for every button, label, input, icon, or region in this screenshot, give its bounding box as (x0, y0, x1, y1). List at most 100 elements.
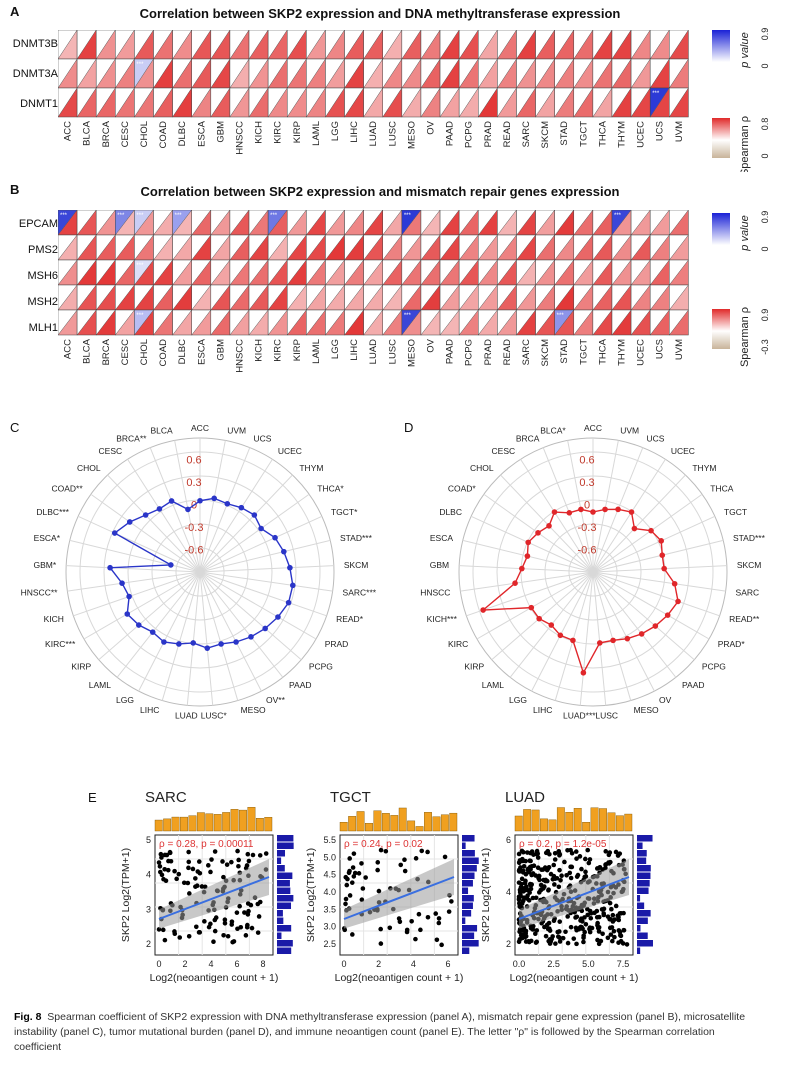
scatter-point (546, 888, 551, 893)
cell-significance: *** (499, 62, 507, 68)
scatter-point (595, 937, 600, 943)
cell-significance: *** (614, 91, 622, 97)
cell-significance: *** (576, 313, 584, 319)
cell-significance: *** (538, 288, 546, 294)
top-histogram-bar (432, 816, 441, 832)
scatter-point (596, 925, 602, 930)
scatter-point (250, 852, 256, 858)
x-tick-label: TGCT (578, 121, 589, 147)
scatter-point (212, 917, 218, 923)
x-tick-label: PCPG (464, 121, 475, 148)
cell-diagonal (458, 284, 479, 311)
cell-significance: *** (232, 33, 240, 39)
cell-significance: *** (480, 62, 488, 68)
x-tick-label: LUSC (387, 339, 398, 364)
panel-b-letter: B (10, 182, 20, 197)
cell-significance: *** (60, 263, 68, 269)
cell-significance: *** (308, 91, 316, 97)
radar-spoke (199, 571, 214, 706)
radar-point (557, 632, 564, 639)
radar-spoke (592, 571, 695, 661)
cell-significance: *** (270, 263, 278, 269)
radar-category-label: ESCA* (34, 533, 61, 543)
scatter-point (529, 849, 535, 854)
scatter-point (263, 851, 269, 856)
cell-significance: *** (652, 91, 660, 97)
scatter-point (621, 927, 627, 933)
cell-significance: *** (136, 213, 144, 219)
scatter-point (530, 895, 536, 901)
cell-diagonal (363, 87, 383, 118)
cell-spearman (58, 88, 78, 117)
radar-point (142, 512, 149, 518)
x-tick-label: DLBC (177, 121, 188, 146)
cell-significance: *** (499, 213, 507, 219)
scatter-point (190, 866, 196, 872)
scatter-point (624, 942, 630, 947)
right-histogram-bar (637, 880, 650, 887)
scatter-point (605, 935, 611, 941)
scatter-point (533, 940, 539, 945)
cell-significance: *** (385, 288, 393, 294)
radar-point (285, 599, 292, 606)
radar-category-label: PAAD (289, 680, 312, 690)
cell-diagonal (76, 58, 97, 89)
right-histogram-bar (277, 857, 282, 864)
cell-diagonal (439, 87, 460, 118)
scatter-point (378, 926, 383, 932)
radar-spoke (592, 571, 677, 678)
radar-category-label: READ** (729, 614, 760, 624)
cell-diagonal (592, 234, 613, 261)
scatter-point (363, 875, 368, 880)
cell-diagonal (153, 210, 173, 236)
scatter-point (592, 910, 597, 916)
x-tick-label: UCS (655, 339, 666, 359)
radar-spoke (199, 493, 310, 573)
cell-significance: *** (480, 33, 488, 39)
cell-significance: *** (366, 62, 374, 68)
scatter-point (212, 849, 218, 854)
cell-diagonal (573, 58, 594, 89)
cell-diagonal (611, 210, 632, 236)
y-tick-label: 5.0 (323, 852, 336, 862)
cell-diagonal (58, 210, 78, 236)
cell-diagonal (649, 309, 670, 336)
cell-diagonal (554, 309, 574, 336)
cell-diagonal (229, 259, 250, 286)
scatter-point (186, 849, 191, 855)
scatter-point (543, 850, 549, 856)
scatter-point (449, 899, 454, 904)
radar-category-label: UVM (620, 426, 639, 436)
y-tick-label: 2.5 (323, 939, 336, 949)
right-histogram-bar (462, 902, 473, 909)
cell-significance: *** (480, 313, 488, 319)
cell-significance: *** (671, 263, 679, 269)
cell-diagonal (592, 58, 613, 89)
top-histogram-bar (247, 807, 256, 832)
scatter-point (156, 927, 162, 932)
scatter-point (583, 869, 588, 875)
x-tick-label: 2 (182, 959, 187, 969)
cell-significance: *** (538, 263, 546, 269)
x-tick-label: 6 (445, 959, 450, 969)
x-tick-label: 4 (208, 959, 213, 969)
scatter-point (574, 941, 579, 947)
radar-point (126, 519, 133, 525)
x-tick-label: PRAD (483, 339, 494, 366)
cell-diagonal (420, 309, 441, 336)
scatter-point (351, 851, 357, 856)
cell-significance: *** (270, 238, 278, 244)
scatter-point (168, 858, 174, 864)
cell-diagonal (516, 87, 536, 118)
scatter-point (222, 921, 228, 926)
radar-spoke (500, 474, 594, 573)
cell-diagonal (363, 259, 383, 286)
cell-significance: *** (270, 62, 278, 68)
cell-significance: *** (461, 33, 469, 39)
x-tick-label: 0 (341, 959, 346, 969)
top-histogram-bar (373, 810, 382, 832)
cell-significance: *** (385, 238, 393, 244)
cell-significance: *** (60, 313, 68, 319)
cell-diagonal (344, 58, 364, 89)
cell-significance: *** (499, 263, 507, 269)
